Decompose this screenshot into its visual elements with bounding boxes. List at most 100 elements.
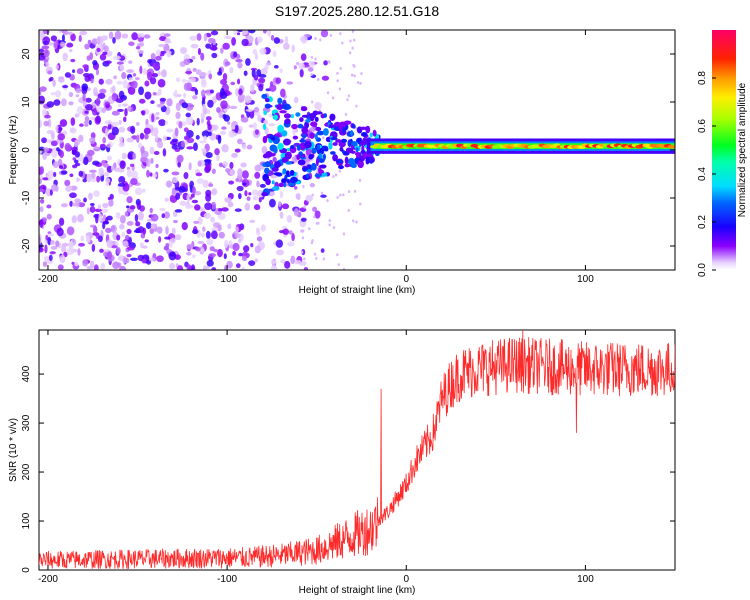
spectrogram-cell (114, 30, 122, 40)
spectrogram-cell (227, 223, 232, 230)
spectrogram-cell (69, 200, 73, 207)
spectrogram-cell (113, 55, 121, 61)
spectrogram-cell (291, 123, 298, 130)
spectrogram-cell (57, 264, 64, 270)
spectrogram-cell (137, 226, 145, 234)
spectrogram-cell (204, 202, 213, 211)
spectrogram-cell (55, 64, 59, 70)
spectrogram-cell (171, 138, 179, 142)
spectrogram-cell (77, 202, 86, 208)
spectrogram-cell (353, 64, 356, 68)
spectrogram-cell (191, 186, 196, 194)
spectrogram-cell (146, 169, 150, 178)
spectrogram-cell (306, 169, 312, 173)
spectrogram-cell (165, 243, 170, 248)
spectrogram-cell (70, 58, 76, 63)
spectrogram-cell (284, 118, 291, 125)
spectrogram-cell (106, 143, 111, 148)
spectrogram-cell (338, 169, 342, 173)
snr-y-tick-label: 300 (21, 414, 32, 431)
spectrogram-cell (144, 80, 150, 87)
spectrogram-cell (126, 137, 134, 143)
spectrogram-cell (75, 88, 82, 93)
spectrogram-cell (218, 231, 225, 239)
colorbar: 0.0 0.2 0.4 0.6 0.8 Normalized spectral ampl… (697, 30, 748, 277)
spectrogram-cell (314, 173, 322, 178)
spectrogram-cell (68, 91, 74, 98)
spectrogram-cell (79, 30, 88, 36)
spectrogram-cell (162, 148, 167, 157)
spectrogram-cell (78, 242, 86, 247)
spectrogram-cell (186, 264, 192, 270)
spectrogram-cell (110, 245, 118, 249)
spectrogram-cell (286, 178, 290, 184)
spectrogram-y-ticks: 20 10 0 -10 -20 (21, 48, 675, 253)
spectrogram-cell (277, 97, 283, 105)
spectrogram-cell (316, 170, 319, 174)
spectrogram-cell (171, 227, 176, 235)
spectrogram-cell (145, 221, 152, 230)
spectrogram-cell (279, 190, 284, 199)
spectrogram-cell (175, 192, 181, 200)
spectrogram-cell (39, 206, 44, 213)
spectrogram-cell (93, 225, 98, 234)
spectrogram-cell (97, 235, 103, 243)
spectrogram-cell (282, 170, 286, 175)
spectrogram-cell (336, 159, 344, 164)
spectrogram-cell (302, 166, 308, 172)
spectrogram-cell (39, 188, 46, 193)
spectrogram-cell (95, 97, 101, 107)
spectrogram-cell (332, 142, 338, 146)
spectrogram-cell (225, 168, 231, 173)
spectrogram-cell (164, 121, 169, 125)
spectrogram-cell (360, 131, 368, 137)
spectrogram-cell (150, 157, 154, 164)
spectrogram-cell (258, 77, 266, 84)
spectrogram-cell (148, 257, 156, 262)
spectrogram-x-tick-label: 0 (403, 274, 409, 285)
spectrogram-cell (174, 234, 182, 241)
spectrogram-cell (197, 48, 202, 55)
spectrogram-cell (108, 199, 114, 207)
spectrogram-cell (349, 39, 352, 43)
spectrogram-cell (216, 107, 221, 113)
spectrogram-x-ticks: -200 -100 0 100 (38, 30, 594, 285)
spectrogram-cell (320, 164, 327, 169)
spectrogram-cell (149, 77, 157, 85)
spectrogram-cell (309, 182, 316, 188)
colorbar-tick-label: 0.4 (697, 167, 708, 181)
spectrogram-cell (295, 61, 300, 66)
spectrogram-cell (75, 94, 80, 98)
spectrogram-cell (166, 128, 174, 133)
spectrogram-cell (50, 92, 56, 96)
spectrogram-cell (64, 72, 72, 78)
spectrogram-cell (300, 106, 308, 112)
spectrogram-cell (39, 30, 44, 38)
spectrogram-cell (241, 30, 248, 36)
spectrogram-cell (201, 148, 207, 152)
spectrogram-cell (315, 126, 322, 132)
spectrogram-cell (186, 137, 195, 144)
spectrogram-cell (84, 123, 89, 127)
spectrogram-cell (320, 248, 325, 253)
spectrogram-cell (55, 125, 59, 133)
spectrogram-cell (342, 126, 346, 134)
spectrogram-cell (113, 75, 118, 80)
spectrogram-cell (329, 113, 336, 121)
spectrogram-cell (328, 142, 333, 150)
spectrogram-cell (96, 175, 101, 183)
spectrogram-cell (316, 144, 321, 151)
spectrogram-cell (279, 110, 287, 114)
spectrogram-cell (305, 194, 313, 202)
spectrogram-cell (206, 259, 214, 267)
spectrogram-cell (257, 36, 263, 43)
spectrogram-cell (117, 183, 126, 187)
spectrogram-cell (224, 61, 231, 66)
spectrogram-cell (281, 178, 287, 184)
colorbar-ticks: 0.0 0.2 0.4 0.6 0.8 (697, 71, 716, 277)
spectrogram-cell (243, 70, 248, 76)
spectrogram-cell (185, 70, 193, 75)
spectrogram-cell (47, 170, 55, 179)
spectrogram-cell (98, 78, 104, 85)
spectrogram-cell (205, 116, 212, 121)
